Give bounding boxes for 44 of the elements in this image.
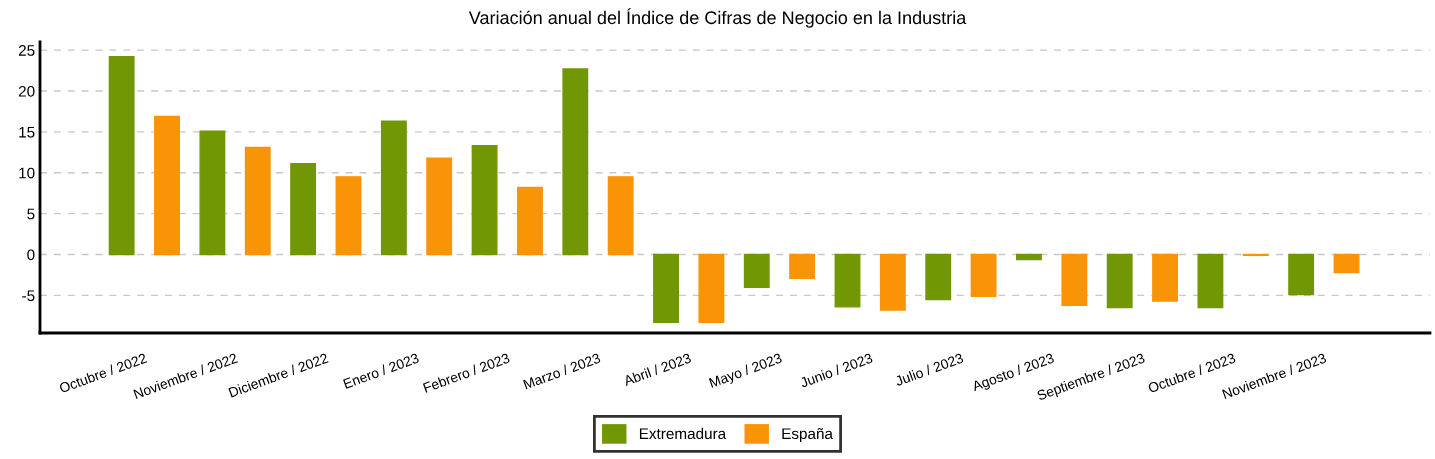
y-tick-label: 15 <box>19 126 35 138</box>
bar <box>108 56 135 256</box>
bar <box>789 253 816 279</box>
bar <box>1061 253 1088 306</box>
bar <box>1288 253 1315 296</box>
y-tick-label: 0 <box>27 249 35 261</box>
bar <box>1016 253 1042 261</box>
bar <box>925 253 952 301</box>
bar <box>1197 253 1224 309</box>
x-tick-label: Marzo / 2023 <box>522 352 601 390</box>
bar <box>426 157 453 256</box>
bar <box>970 253 997 297</box>
x-tick-label: Febrero / 2023 <box>422 352 511 393</box>
x-tick-label: Abril / 2023 <box>622 352 692 387</box>
y-tick-label: 25 <box>18 45 35 56</box>
chart-title: Variación anual del Índice de Cifras de Negocio en la Industria <box>468 8 967 28</box>
y-tick-label: -5 <box>22 290 35 302</box>
bar <box>743 253 770 288</box>
bar <box>290 163 317 256</box>
bar <box>607 176 634 256</box>
bar <box>1106 253 1133 309</box>
x-tick-label: Mayo / 2023 <box>708 352 784 391</box>
bar <box>199 130 226 256</box>
bar <box>879 253 906 311</box>
y-tick-label: 5 <box>27 208 35 220</box>
x-tick-label: Julio / 2023 <box>894 352 964 387</box>
bar <box>653 253 679 324</box>
legend-label: España <box>782 427 833 443</box>
bar <box>244 146 271 256</box>
bar <box>1333 253 1360 274</box>
x-tick-label: Junio / 2023 <box>799 352 874 388</box>
y-tick-label: 20 <box>18 85 35 97</box>
y-tick-label: 10 <box>19 167 35 179</box>
bar <box>471 145 498 256</box>
bar <box>154 115 180 256</box>
bar <box>562 68 589 256</box>
bar <box>698 253 725 324</box>
legend-label: Extremadura <box>639 427 727 440</box>
bar <box>517 186 543 256</box>
bar <box>1152 253 1179 302</box>
bar <box>380 120 407 256</box>
x-tick-label: Enero / 2023 <box>342 352 420 389</box>
bar <box>335 176 362 256</box>
bar <box>834 253 861 308</box>
